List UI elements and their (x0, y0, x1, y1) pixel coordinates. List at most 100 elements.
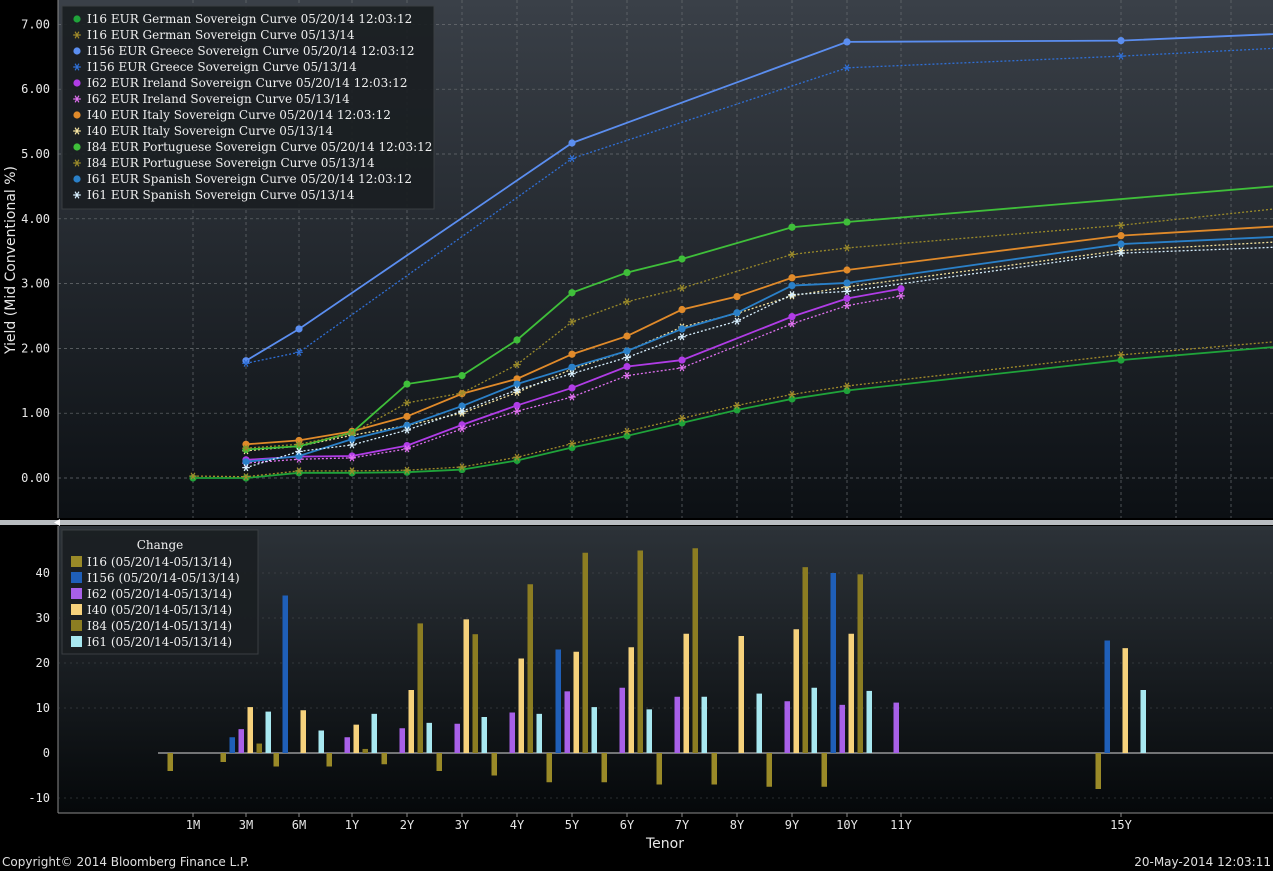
legend-box (61, 5, 435, 210)
data-point (568, 440, 576, 448)
data-point (843, 386, 851, 395)
line-series (242, 208, 1273, 452)
y-tick-label: 5.00 (21, 147, 50, 161)
x-tick-labels: 1M 3M 6M 1Y 2Y 3Y 4Y 5Y 6Y 7Y 8Y 9Y 10Y 11Y 15Y (186, 813, 1133, 832)
x-tick-label: 10Y (836, 818, 858, 832)
bar-series (238, 687, 899, 753)
data-point (678, 325, 686, 333)
data-point (843, 244, 851, 252)
data-point (513, 407, 521, 415)
bar (229, 737, 235, 753)
data-point (1117, 249, 1125, 257)
data-point (568, 363, 576, 371)
line-series (189, 341, 1273, 481)
bar (491, 753, 497, 776)
bar-series-group (167, 548, 1146, 789)
data-point (568, 350, 576, 358)
legend-label: I62 EUR Ireland Sovereign Curve 05/20/14… (87, 76, 408, 90)
data-point (788, 313, 796, 321)
line-series (242, 246, 1273, 472)
x-tick-label: 6M (292, 818, 306, 832)
bar (518, 658, 524, 753)
bar (756, 693, 762, 753)
data-point (623, 432, 631, 440)
bar (637, 550, 643, 753)
bar-series (256, 548, 863, 753)
x-tick-label: 9Y (785, 818, 800, 832)
data-point (458, 421, 466, 429)
bar (656, 753, 662, 785)
y-tick-label: 10 (36, 701, 50, 715)
data-point (458, 389, 466, 397)
data-point (242, 458, 250, 466)
x-tick-label: 2Y (400, 818, 415, 832)
splitter-handle-icon[interactable] (54, 519, 60, 526)
legend-box (61, 529, 259, 655)
y-tick-label: 30 (36, 611, 50, 625)
bar (711, 753, 717, 785)
data-point (1117, 356, 1125, 364)
data-point (1117, 232, 1125, 240)
legend-label: I16 EUR German Sovereign Curve 05/20/14 … (87, 12, 412, 26)
legend-swatch (71, 588, 82, 599)
x-tick-label: 3Y (455, 818, 470, 832)
data-point (843, 38, 851, 46)
top-legend: I16 EUR German Sovereign Curve 05/20/14 … (61, 5, 435, 210)
bar (344, 737, 350, 753)
bar (265, 711, 271, 753)
data-point (788, 250, 796, 259)
data-point (678, 364, 686, 372)
data-point (513, 361, 521, 369)
data-point (513, 336, 521, 344)
data-point (568, 384, 576, 392)
x-tick-label: 6Y (620, 818, 635, 832)
copyright-text: Copyright© 2014 Bloomberg Finance L.P. (2, 855, 250, 869)
data-point (788, 320, 796, 328)
x-tick-label: 4Y (510, 818, 525, 832)
bar (811, 687, 817, 753)
data-point (242, 445, 250, 454)
legend-label: I62 EUR Ireland Sovereign Curve 05/13/14 (87, 92, 350, 106)
y-tick-label: 40 (36, 566, 50, 580)
data-point (623, 372, 631, 380)
data-point (678, 333, 686, 341)
data-point (403, 412, 411, 421)
bar (509, 712, 515, 753)
data-point (843, 302, 851, 310)
data-point (733, 406, 741, 414)
bar (220, 753, 226, 762)
data-point (623, 353, 631, 362)
data-point (623, 427, 631, 435)
bar (802, 567, 808, 753)
legend-marker (73, 95, 81, 103)
data-point (1117, 52, 1125, 60)
data-point (843, 294, 851, 303)
bar-series (229, 573, 1110, 753)
data-point (1117, 240, 1125, 248)
bar-series (247, 619, 1128, 753)
legend-label: I156 EUR Greece Sovereign Curve 05/13/14 (87, 60, 357, 74)
data-point (788, 395, 796, 403)
series-line (245, 185, 1273, 451)
data-point (568, 154, 576, 163)
data-point (458, 402, 466, 410)
bar (426, 722, 432, 753)
y-tick-labels: 7.00 6.00 5.00 4.00 3.00 2.00 1.00 0.00 40 30 20 10… (21, 17, 50, 805)
legend-marker (73, 79, 81, 87)
bar (472, 634, 478, 753)
bar (371, 713, 377, 753)
legend-label: I156 (05/20/14-05/13/14) (87, 571, 240, 585)
bar (793, 629, 799, 753)
panel-splitter[interactable] (0, 520, 1273, 525)
bar (1140, 690, 1146, 753)
legend-marker (73, 111, 81, 119)
bar (408, 690, 414, 753)
data-point (733, 309, 741, 317)
data-point (242, 359, 250, 367)
bar (454, 723, 460, 753)
bar (381, 753, 387, 765)
bar (247, 707, 253, 753)
bar (839, 704, 845, 753)
series-line (245, 287, 902, 461)
bar (784, 701, 790, 753)
